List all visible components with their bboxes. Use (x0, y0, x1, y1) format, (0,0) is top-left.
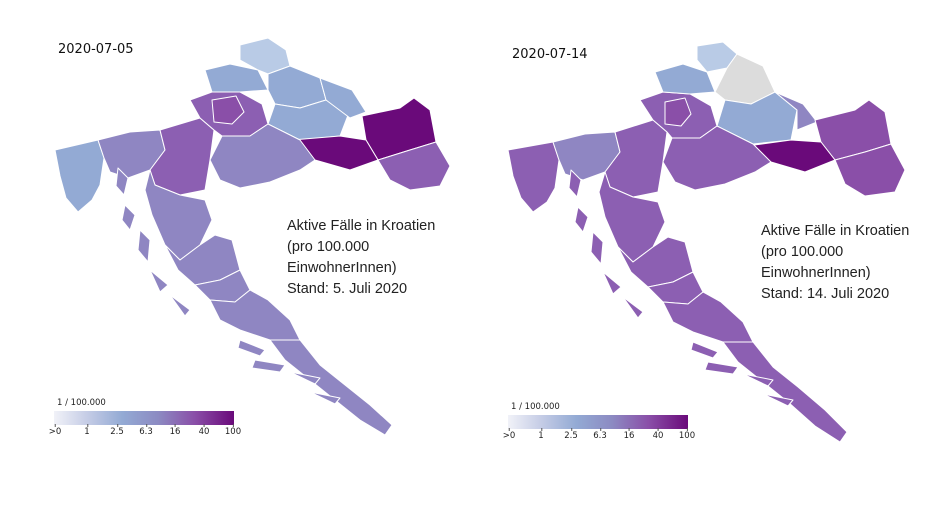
legend-tick: 2.5 (564, 428, 578, 441)
legend-tick: 100 (224, 424, 242, 437)
region-city-of-zagreb (664, 97, 692, 127)
legend-tick: 16 (623, 428, 635, 441)
caption-line: (pro 100.000 (761, 244, 844, 260)
caption-line: Stand: 14. Juli 2020 (761, 286, 890, 302)
region-virovitica (774, 91, 818, 131)
legend-tick: 1 (84, 424, 90, 437)
caption-line: Aktive Fälle in Kroatien (761, 223, 910, 239)
map-caption: Aktive Fälle in Kroatien (pro 100.000 Ei… (761, 221, 909, 305)
caption-line: (pro 100.000 (287, 239, 370, 255)
legend-tick: 16 (169, 424, 181, 437)
region-split (209, 289, 301, 341)
legend-tick: 6.3 (593, 428, 607, 441)
region-vukovar-srijem (834, 143, 906, 197)
region-zadar (617, 236, 694, 288)
region-virovitica (319, 77, 367, 119)
croatia-map-left (54, 37, 451, 436)
legend-tick: 6.3 (139, 424, 153, 437)
region-zadar (164, 234, 241, 286)
caption-line: EinwohnerInnen) (287, 260, 397, 276)
region-city-of-zagreb (211, 95, 245, 125)
islands (568, 169, 794, 407)
region-sisak (662, 125, 772, 191)
map-date: 2020-07-14 (512, 47, 588, 62)
color-legend: 1 / 100.000 >0 1 2.5 6.3 16 40 100 (49, 398, 241, 439)
region-istria (54, 139, 105, 213)
legend-tick: 2.5 (110, 424, 124, 437)
map-panel-left: 2020-07-05 Aktive Fälle in Kroatien (pro… (49, 37, 451, 439)
legend-color-bar (54, 411, 234, 425)
color-legend: 1 / 100.000 >0 1 2.5 6.3 16 40 100 (503, 402, 695, 443)
legend-tick: 1 (538, 428, 544, 441)
legend-tick: 40 (198, 424, 210, 437)
caption-line: EinwohnerInnen) (761, 265, 871, 281)
legend-ticks: >0 1 2.5 6.3 16 40 100 (503, 428, 695, 443)
caption-line: Aktive Fälle in Kroatien (287, 218, 436, 234)
legend-tick: >0 (48, 424, 62, 437)
legend-tick: >0 (502, 428, 516, 441)
legend-ticks: >0 1 2.5 6.3 16 40 100 (49, 424, 241, 439)
region-dubrovnik (722, 341, 848, 443)
region-dubrovnik (269, 339, 393, 436)
map-date: 2020-07-05 (58, 42, 134, 57)
map-caption: Aktive Fälle in Kroatien (pro 100.000 Ei… (287, 216, 435, 300)
legend-color-bar (508, 415, 688, 429)
region-split (662, 291, 754, 343)
region-sisak (209, 123, 316, 189)
islands (115, 167, 341, 405)
region-koprivnica (267, 65, 327, 109)
legend-tick: 100 (678, 428, 696, 441)
region-vukovar-srijem (377, 141, 451, 191)
legend-tick: 40 (652, 428, 664, 441)
croatia-map-right (507, 41, 906, 443)
map-panel-right: 2020-07-14 Aktive Fälle in Kroatien (pro… (475, 0, 950, 511)
caption-line: Stand: 5. Juli 2020 (287, 281, 408, 297)
legend-unit: 1 / 100.000 (511, 402, 560, 412)
legend-unit: 1 / 100.000 (57, 398, 106, 408)
region-istria (507, 141, 560, 213)
